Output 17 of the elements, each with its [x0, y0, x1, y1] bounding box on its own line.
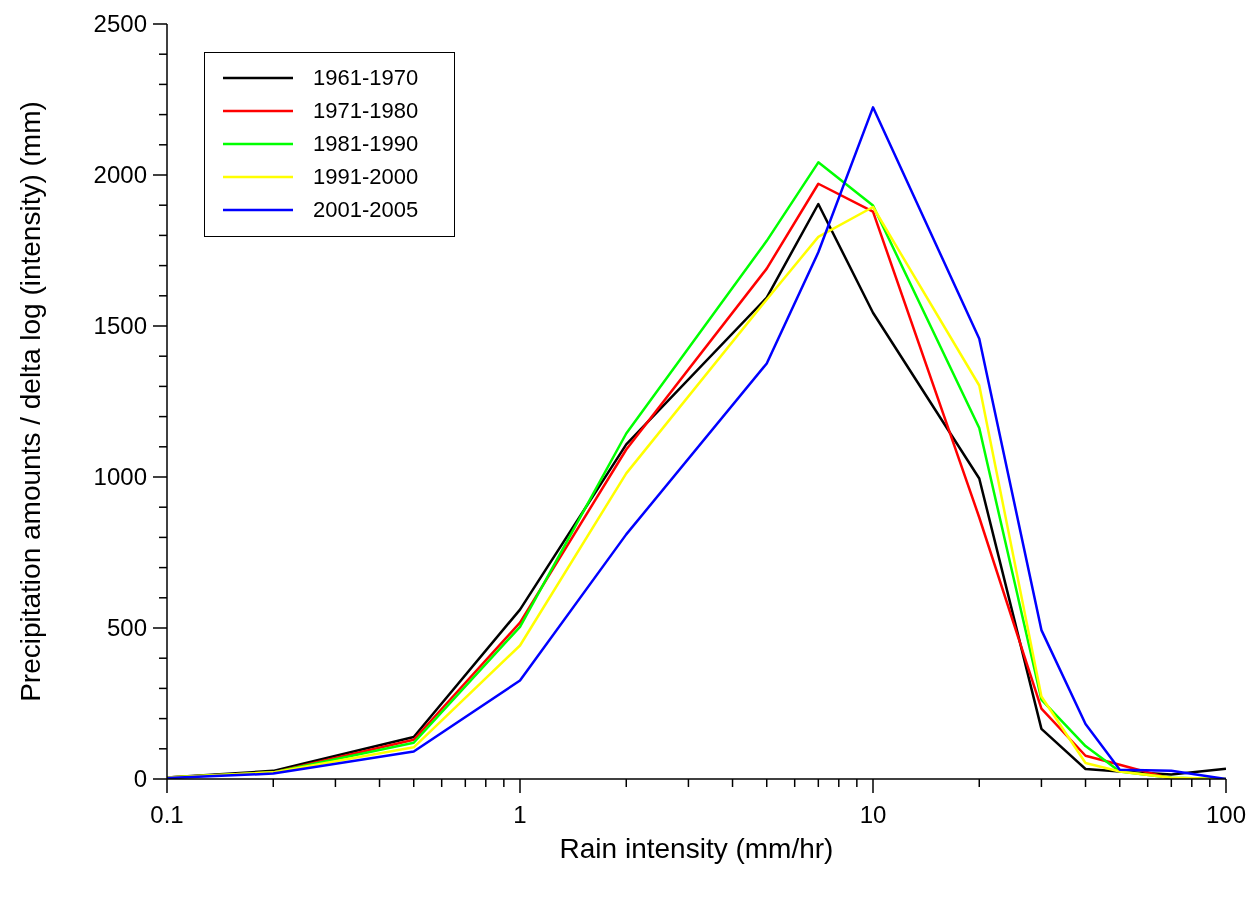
y-tick-label: 0 — [133, 765, 147, 792]
legend-label: 1991-2000 — [313, 163, 419, 190]
y-axis-title: Precipitation amounts / delta log (intensity) (mm) — [14, 101, 46, 702]
y-tick-label: 500 — [106, 614, 147, 641]
x-tick-label: 100 — [1205, 801, 1247, 828]
x-tick-label: 0.1 — [150, 801, 184, 828]
legend-label: 2001-2005 — [313, 196, 419, 223]
y-tick-label: 2500 — [93, 10, 147, 37]
x-axis-title: Rain intensity (mm/hr) — [559, 833, 834, 864]
y-tick-label: 1500 — [93, 312, 147, 339]
y-tick-label: 2000 — [93, 161, 147, 188]
legend-label: 1981-1990 — [313, 130, 419, 157]
x-tick-label: 1 — [513, 801, 527, 828]
y-tick-label: 1000 — [93, 463, 147, 490]
x-tick-label: 10 — [859, 801, 887, 828]
legend-label: 1971-1980 — [313, 97, 419, 124]
legend-label: 1961-1970 — [313, 64, 419, 91]
